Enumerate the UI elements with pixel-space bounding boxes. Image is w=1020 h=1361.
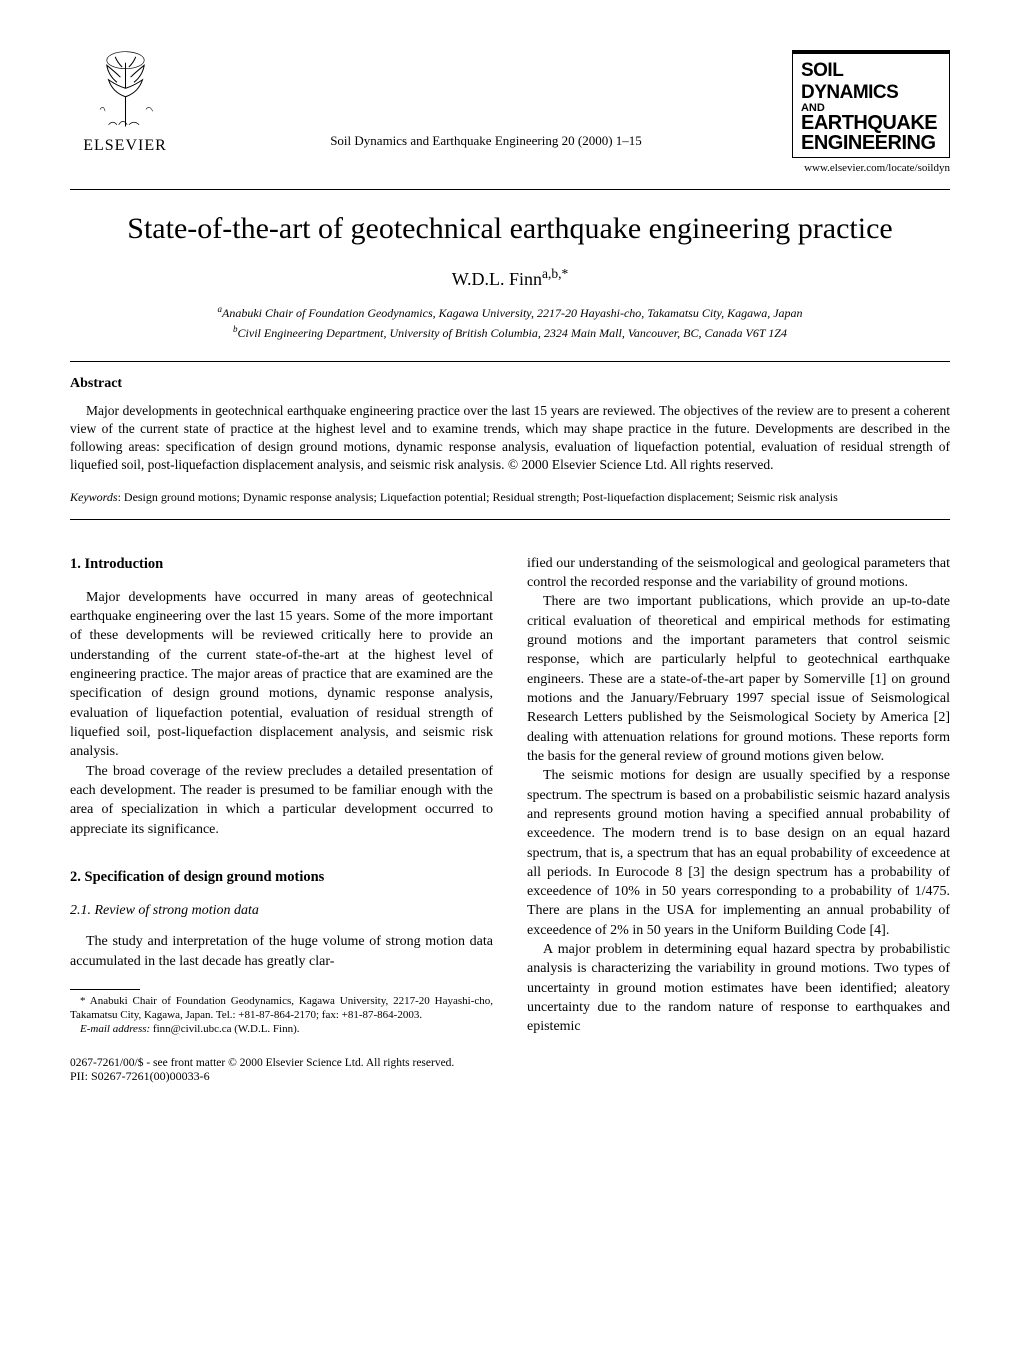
- journal-box-title2b: ENGINEERING: [801, 133, 941, 153]
- section-1-heading: 1. Introduction: [70, 554, 493, 574]
- footnote-email: E-mail address: finn@civil.ubc.ca (W.D.L…: [70, 1022, 493, 1036]
- journal-box-title2a: EARTHQUAKE: [801, 113, 941, 133]
- footnote-rule: [70, 989, 140, 990]
- author-line: W.D.L. Finna,b,*: [70, 266, 950, 290]
- elsevier-text: ELSEVIER: [83, 137, 167, 155]
- abstract-heading: Abstract: [70, 376, 950, 392]
- footnote-corr: * Anabuki Chair of Foundation Geodynamic…: [70, 994, 493, 1023]
- intro-p2: The broad coverage of the review preclud…: [70, 762, 493, 839]
- column-right: ified our understanding of the seismolog…: [527, 554, 950, 1037]
- col2-p3: The seismic motions for design are usual…: [527, 766, 950, 940]
- page-header: ELSEVIER Soil Dynamics and Earthquake En…: [70, 50, 950, 174]
- footnote-email-label: E-mail address:: [80, 1023, 150, 1035]
- journal-box-title1: SOIL DYNAMICS: [801, 60, 941, 104]
- header-rule: [70, 189, 950, 190]
- journal-box: SOIL DYNAMICS AND EARTHQUAKE ENGINEERING: [792, 50, 950, 158]
- abstract-bottom-rule: [70, 519, 950, 520]
- aff-b-text: Civil Engineering Department, University…: [238, 326, 787, 340]
- keywords: Keywords: Design ground motions; Dynamic…: [70, 489, 950, 505]
- footer-copyright: 0267-7261/00/$ - see front matter © 2000…: [70, 1057, 950, 1069]
- keywords-label: Keywords: [70, 490, 118, 504]
- keywords-text: : Design ground motions; Dynamic respons…: [118, 490, 838, 504]
- page-footer: 0267-7261/00/$ - see front matter © 2000…: [70, 1057, 950, 1084]
- col2-p4: A major problem in determining equal haz…: [527, 940, 950, 1037]
- abstract-text: Major developments in geotechnical earth…: [70, 402, 950, 475]
- col2-p2: There are two important publications, wh…: [527, 592, 950, 766]
- footer-pii: PII: S0267-7261(00)00033-6: [70, 1069, 950, 1084]
- sec21-p1: The study and interpretation of the huge…: [70, 932, 493, 971]
- journal-citation: Soil Dynamics and Earthquake Engineering…: [330, 133, 642, 149]
- body-columns: 1. Introduction Major developments have …: [70, 554, 950, 1037]
- affiliation-a: aAnabuki Chair of Foundation Geodynamics…: [70, 304, 950, 321]
- journal-box-wrap: SOIL DYNAMICS AND EARTHQUAKE ENGINEERING…: [792, 50, 950, 174]
- affiliation-b: bCivil Engineering Department, Universit…: [70, 324, 950, 341]
- footnote-email-value: finn@civil.ubc.ca (W.D.L. Finn).: [150, 1023, 299, 1035]
- author-name: W.D.L. Finn: [452, 269, 542, 289]
- intro-p1: Major developments have occurred in many…: [70, 588, 493, 762]
- author-sup: a,b,*: [542, 266, 568, 281]
- abstract-top-rule: [70, 361, 950, 362]
- article-title: State-of-the-art of geotechnical earthqu…: [70, 212, 950, 246]
- col2-p1: ified our understanding of the seismolog…: [527, 554, 950, 593]
- elsevier-tree-icon: [83, 50, 168, 135]
- aff-a-text: Anabuki Chair of Foundation Geodynamics,…: [222, 306, 803, 320]
- section-2-heading: 2. Specification of design ground motion…: [70, 867, 493, 887]
- column-left: 1. Introduction Major developments have …: [70, 554, 493, 1037]
- section-21-heading: 2.1. Review of strong motion data: [70, 901, 493, 920]
- journal-url: www.elsevier.com/locate/soildyn: [792, 162, 950, 174]
- elsevier-logo: ELSEVIER: [70, 50, 180, 155]
